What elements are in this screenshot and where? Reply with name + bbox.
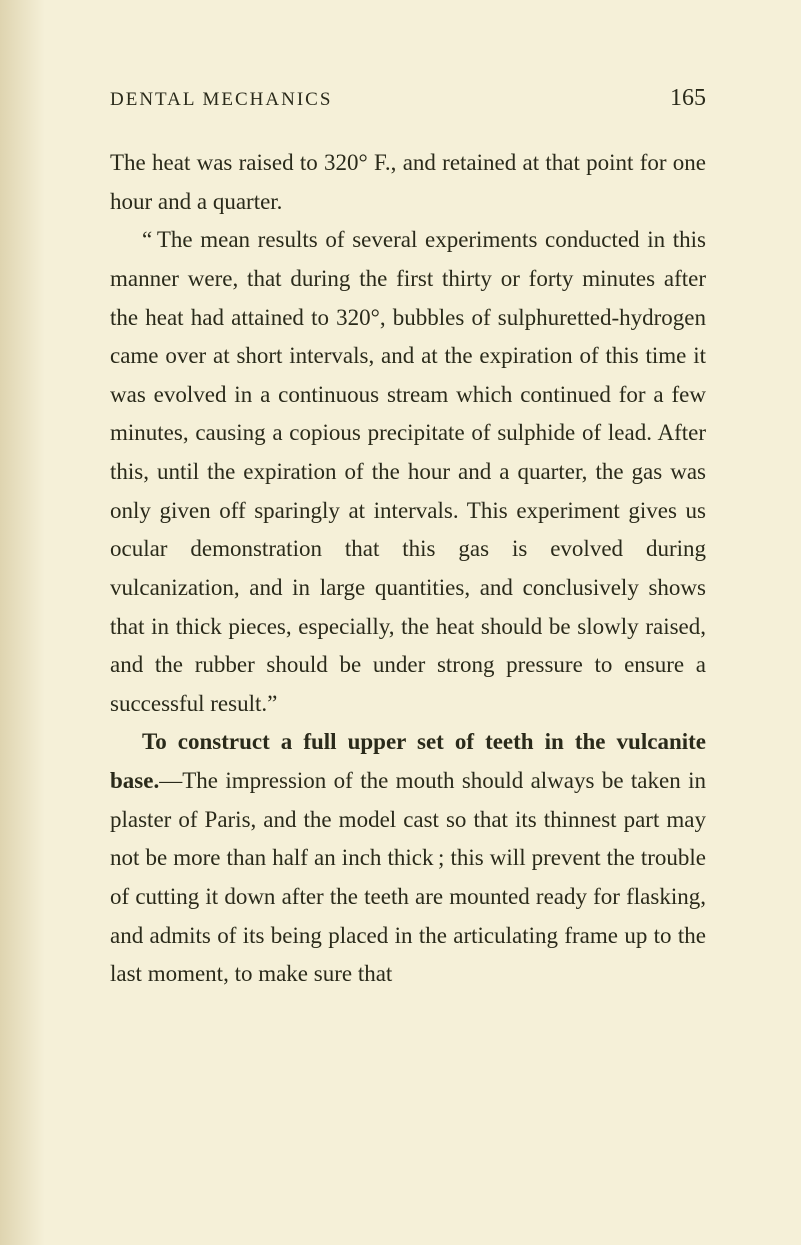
running-head: DENTAL MECHANICS <box>110 89 332 111</box>
paragraph-1: The heat was raised to 320° F., and reta… <box>110 144 706 221</box>
paragraph-3-body: —The impression of the mouth should alwa… <box>110 768 706 986</box>
body-text: The heat was raised to 320° F., and reta… <box>110 144 706 994</box>
paragraph-2: “ The mean results of several experiment… <box>110 221 706 723</box>
page-number: 165 <box>670 85 706 112</box>
paragraph-3: To construct a full upper set of teeth i… <box>110 723 706 993</box>
page-header: DENTAL MECHANICS 165 <box>110 85 706 112</box>
page-container: DENTAL MECHANICS 165 The heat was raised… <box>0 0 801 1064</box>
